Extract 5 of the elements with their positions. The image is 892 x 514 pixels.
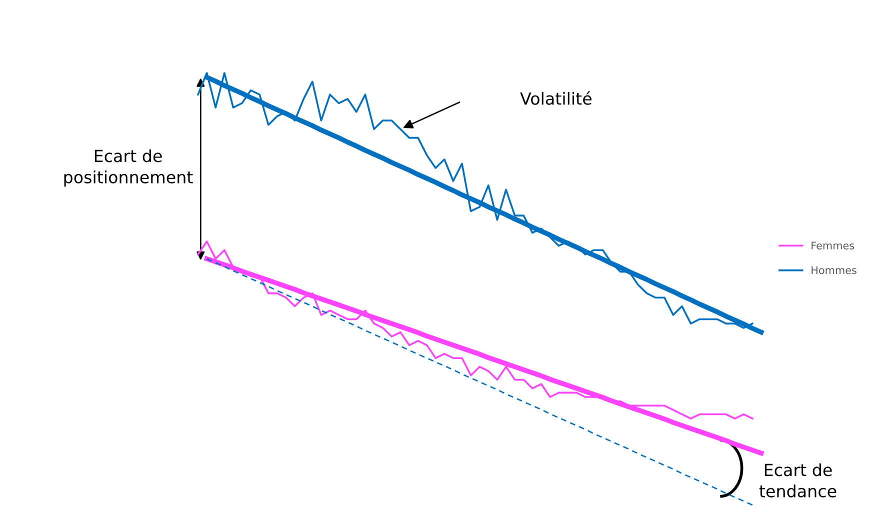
- legend-label: Hommes: [812, 266, 856, 274]
- legend-label: Femmes: [812, 242, 854, 250]
- text: Ecart de positionnement: [64, 149, 193, 187]
- annotation: Volatilité: [520, 91, 592, 105]
- annotation: Ecart de tendance: [759, 463, 836, 498]
